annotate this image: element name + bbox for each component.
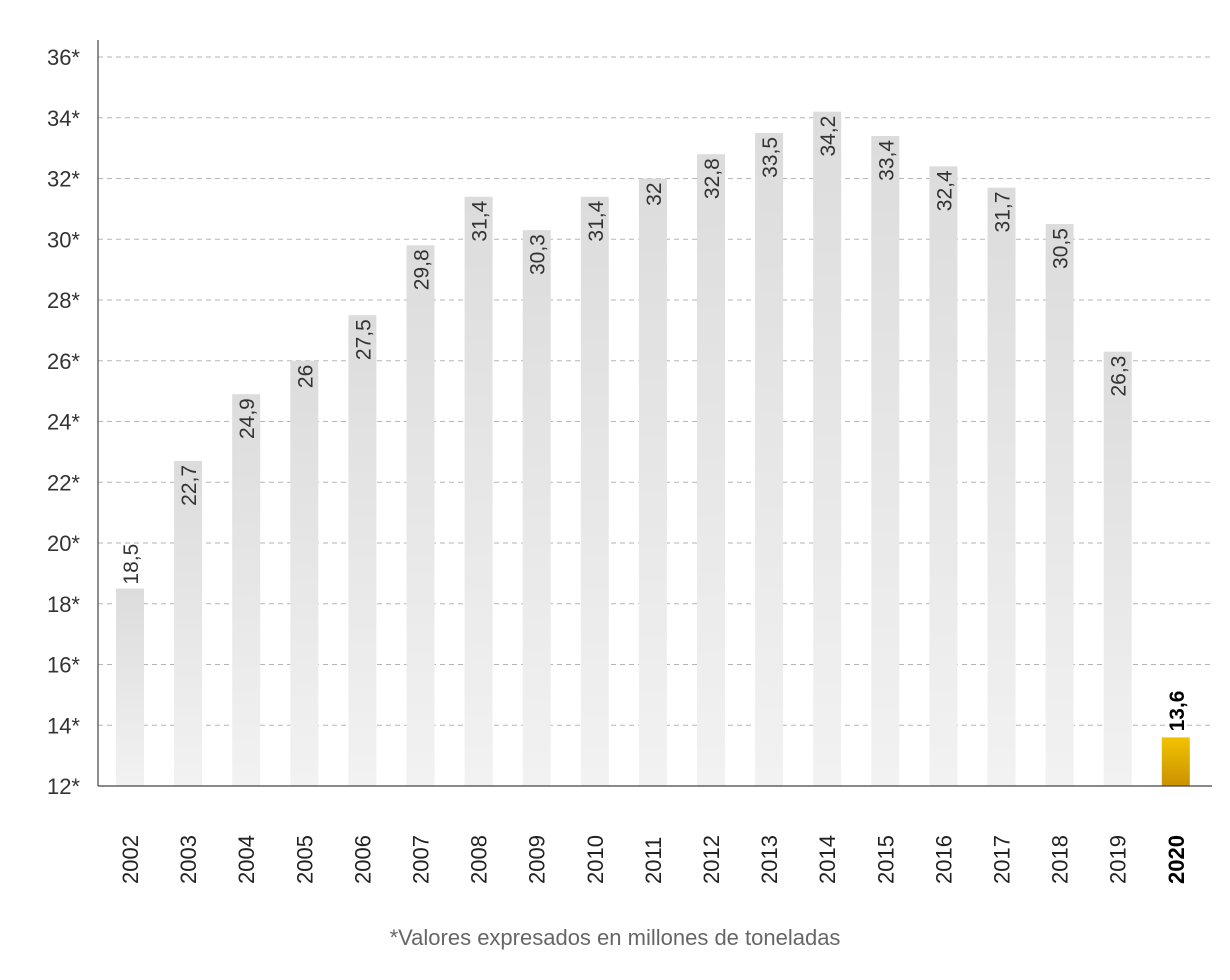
y-tick-label: 12* — [47, 774, 80, 799]
x-tick-label-2005: 2005 — [292, 835, 317, 884]
bar-2010 — [580, 196, 609, 787]
x-tick-label-2003: 2003 — [176, 835, 201, 884]
data-label-2005: 26 — [294, 365, 317, 388]
y-tick-label: 32* — [47, 167, 80, 192]
x-tick-label-2004: 2004 — [234, 835, 259, 884]
y-tick-label: 18* — [47, 592, 80, 617]
data-label-2008: 31,4 — [469, 200, 492, 241]
y-axis-tick-labels: 12* 14* 16* 18* 20* 22* 24* 26* 28* 30* 32* 34* 36* — [47, 45, 80, 799]
x-tick-label-2018: 2018 — [1048, 835, 1073, 884]
y-tick-label: 34* — [47, 106, 80, 131]
bar-2012 — [697, 154, 725, 786]
bar-2020 — [1161, 737, 1190, 786]
y-tick-label: 30* — [47, 227, 80, 252]
x-tick-label-2007: 2007 — [409, 835, 434, 884]
data-label-2012: 32,8 — [701, 158, 724, 199]
bar-2008 — [464, 196, 493, 787]
bar-2013 — [755, 132, 784, 786]
x-tick-label-2017: 2017 — [990, 835, 1015, 884]
x-tick-label-2006: 2006 — [350, 835, 375, 884]
y-tick-label: 22* — [47, 470, 80, 495]
data-label-2013: 33,5 — [759, 137, 782, 178]
grid-lines — [98, 56, 1212, 726]
bar-2004 — [232, 394, 261, 786]
data-label-2011: 32 — [643, 183, 666, 206]
data-label-2009: 30,3 — [527, 234, 550, 275]
bar-2015 — [871, 135, 900, 787]
y-tick-label: 26* — [47, 349, 80, 374]
x-tick-label-2002: 2002 — [118, 835, 143, 884]
chart-footnote: *Valores expresados en millones de tonel… — [389, 925, 841, 950]
y-tick-label: 36* — [47, 45, 80, 70]
x-tick-label-2010: 2010 — [583, 835, 608, 884]
data-label-2016: 32,4 — [933, 170, 956, 211]
bar-2019 — [1103, 351, 1132, 786]
y-tick-label: 20* — [47, 531, 80, 556]
bar-2011 — [638, 178, 667, 786]
data-label-2010: 31,4 — [585, 200, 608, 241]
data-label-2006: 27,5 — [352, 319, 375, 360]
x-tick-label-2015: 2015 — [873, 835, 898, 884]
bar-2007 — [406, 245, 435, 786]
data-label-2002: 18,5 — [120, 544, 143, 585]
x-axis-tick-labels: 2002 2003 2004 2005 2006 2007 2008 2009 2010 2011… — [118, 835, 1189, 884]
y-tick-label: 14* — [47, 713, 80, 738]
bars — [116, 111, 1190, 787]
data-label-2015: 33,4 — [875, 140, 898, 181]
bar-2006 — [348, 315, 377, 786]
data-label-2018: 30,5 — [1050, 228, 1073, 269]
bar-2002 — [116, 588, 144, 786]
data-label-2017: 31,7 — [992, 192, 1015, 233]
x-tick-label-2009: 2009 — [525, 835, 550, 884]
data-label-2019: 26,3 — [1108, 356, 1131, 397]
bar-2018 — [1045, 224, 1074, 786]
x-tick-label-2019: 2019 — [1106, 835, 1131, 884]
x-tick-label-2008: 2008 — [467, 835, 492, 884]
bar-2014 — [813, 111, 842, 787]
x-tick-label-2012: 2012 — [699, 835, 724, 884]
data-labels: 18,5 22,7 24,9 26 27,5 29,8 31,4 30,3 31,4 32 32,8… — [120, 116, 1189, 732]
y-tick-label: 28* — [47, 288, 80, 313]
bar-2017 — [987, 187, 1016, 787]
bar-2009 — [522, 230, 551, 786]
y-tick-label: 16* — [47, 653, 80, 678]
bar-2003 — [174, 460, 203, 786]
data-label-2004: 24,9 — [236, 398, 259, 439]
data-label-2003: 22,7 — [178, 465, 201, 506]
x-tick-label-2011: 2011 — [641, 837, 666, 884]
x-tick-label-2016: 2016 — [931, 835, 956, 884]
bar-2016 — [929, 166, 958, 787]
bar-2005 — [290, 360, 319, 786]
data-label-2014: 34,2 — [817, 116, 840, 157]
data-label-2007: 29,8 — [411, 249, 434, 290]
y-tick-label: 24* — [47, 410, 80, 435]
x-tick-label-2020: 2020 — [1164, 835, 1189, 884]
x-tick-label-2013: 2013 — [757, 835, 782, 884]
axes — [97, 40, 1212, 787]
x-tick-label-2014: 2014 — [815, 835, 840, 884]
data-label-2020: 13,6 — [1166, 691, 1189, 732]
